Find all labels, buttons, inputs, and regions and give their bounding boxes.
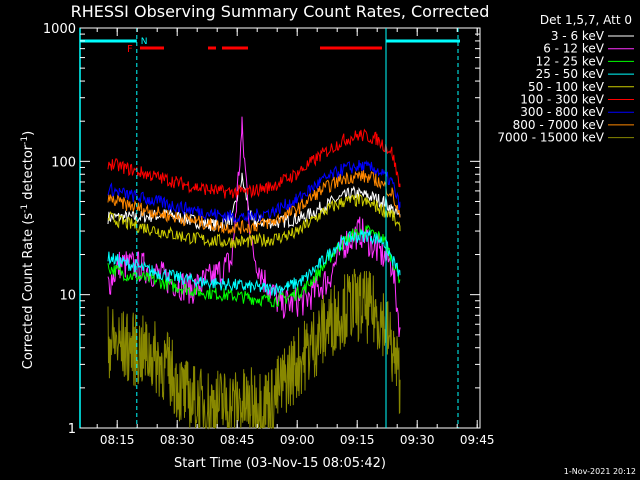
legend-header: Det 1,5,7, Att 0 — [540, 13, 632, 27]
x-axis: 08:15 08:30 08:45 09:00 09:15 09:30 09:45 — [96, 28, 495, 447]
legend-label-8: 800 - 7000 keV — [513, 118, 605, 132]
legend-label-7: 300 - 800 keV — [520, 105, 604, 119]
y-axis-label-mid: detector — [21, 144, 36, 204]
x-tick-label-4: 09:15 — [340, 433, 375, 447]
timestamp: 1-Nov-2021 20:12 — [564, 467, 636, 476]
x-tick-label-2: 08:45 — [220, 433, 255, 447]
chart-title: RHESSI Observing Summary Count Rates, Co… — [71, 2, 490, 21]
y-axis: 1 10 100 1000 — [43, 22, 480, 437]
series-layer — [107, 116, 401, 430]
legend-label-4: 25 - 50 keV — [536, 67, 605, 81]
series-line-5 — [107, 193, 401, 249]
x-tick-label-3: 09:00 — [280, 433, 315, 447]
y-axis-label-sup2: -1 — [20, 136, 30, 145]
legend-label-5: 50 - 100 keV — [528, 80, 605, 94]
y-axis-label-main: Corrected Count Rate (s — [21, 213, 36, 370]
y-axis-label-sup1: -1 — [20, 204, 30, 213]
series-line-9 — [107, 268, 401, 430]
series-line-8 — [107, 170, 401, 235]
fast-rate-label: F — [127, 44, 133, 55]
y-tick-label-3: 1000 — [43, 22, 76, 37]
y-tick-label-1: 10 — [59, 289, 76, 304]
y-tick-label-2: 100 — [51, 155, 76, 170]
x-tick-label-1: 08:30 — [160, 433, 195, 447]
legend-label-6: 100 - 300 keV — [520, 93, 604, 107]
x-tick-label-6: 09:45 — [460, 433, 495, 447]
y-axis-label: Corrected Count Rate (s-1 detector-1) — [20, 131, 36, 369]
series-line-2 — [107, 116, 401, 338]
legend-label-1: 3 - 6 keV — [551, 29, 605, 43]
series-line-6 — [107, 128, 401, 199]
y-tick-label-0: 1 — [68, 422, 76, 437]
flag-label-n: N — [141, 37, 148, 47]
x-tick-label-0: 08:15 — [100, 433, 135, 447]
legend-label-2: 6 - 12 keV — [543, 42, 605, 56]
plot-area: FN — [79, 27, 481, 430]
series-line-1 — [107, 172, 401, 232]
series-line-4 — [107, 230, 401, 297]
legend-label-3: 12 - 25 keV — [536, 54, 605, 68]
x-axis-label: Start Time (03-Nov-15 08:05:42) — [174, 456, 386, 471]
legend-label-9: 7000 - 15000 keV — [497, 131, 604, 145]
series-line-7 — [107, 159, 401, 224]
y-axis-label-end: ) — [21, 131, 36, 136]
overlay-layer: FN — [79, 28, 460, 428]
x-tick-label-5: 09:30 — [400, 433, 435, 447]
